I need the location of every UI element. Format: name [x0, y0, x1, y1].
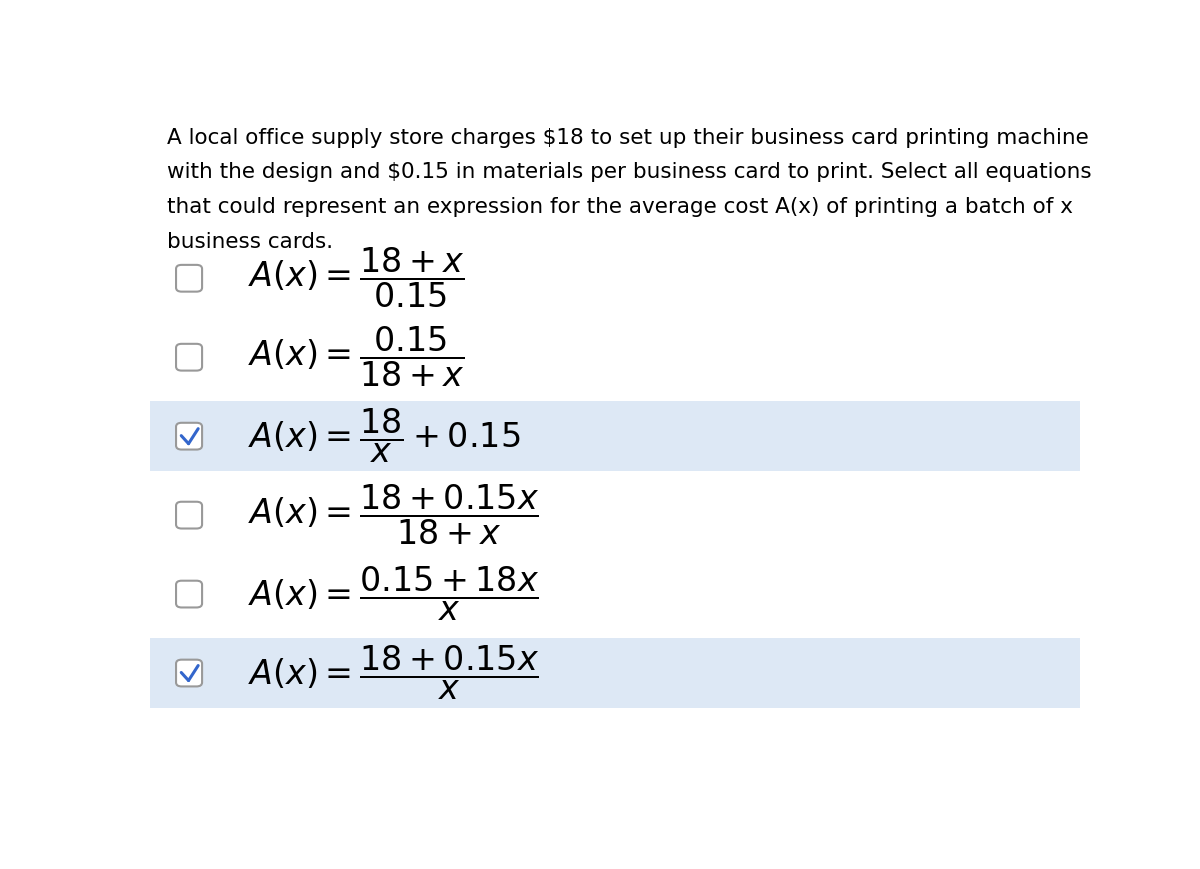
FancyBboxPatch shape: [176, 501, 202, 528]
Text: $A(x) = \dfrac{18}{x} + 0.15$: $A(x) = \dfrac{18}{x} + 0.15$: [247, 407, 520, 466]
Text: $A(x) = \dfrac{18+0.15x}{18+x}$: $A(x) = \dfrac{18+0.15x}{18+x}$: [247, 483, 539, 547]
FancyBboxPatch shape: [150, 401, 1080, 471]
FancyBboxPatch shape: [176, 580, 202, 607]
FancyBboxPatch shape: [150, 639, 1080, 707]
Text: $A(x) = \dfrac{18+x}{0.15}$: $A(x) = \dfrac{18+x}{0.15}$: [247, 246, 464, 310]
FancyBboxPatch shape: [176, 265, 202, 292]
FancyBboxPatch shape: [176, 423, 202, 449]
FancyBboxPatch shape: [176, 660, 202, 687]
Text: $A(x) = \dfrac{0.15+18x}{x}$: $A(x) = \dfrac{0.15+18x}{x}$: [247, 565, 539, 623]
Text: $A(x) = \dfrac{0.15}{18+x}$: $A(x) = \dfrac{0.15}{18+x}$: [247, 325, 464, 389]
Text: A local office supply store charges $18 to set up their business card printing m: A local office supply store charges $18 …: [167, 128, 1088, 148]
FancyBboxPatch shape: [176, 344, 202, 370]
Text: business cards.: business cards.: [167, 232, 332, 252]
Text: that could represent an expression for the average cost A(x) of printing a batch: that could represent an expression for t…: [167, 197, 1073, 217]
Text: with the design and $0.15 in materials per business card to print. Select all eq: with the design and $0.15 in materials p…: [167, 163, 1091, 182]
Text: $A(x) = \dfrac{18+0.15x}{x}$: $A(x) = \dfrac{18+0.15x}{x}$: [247, 644, 539, 702]
